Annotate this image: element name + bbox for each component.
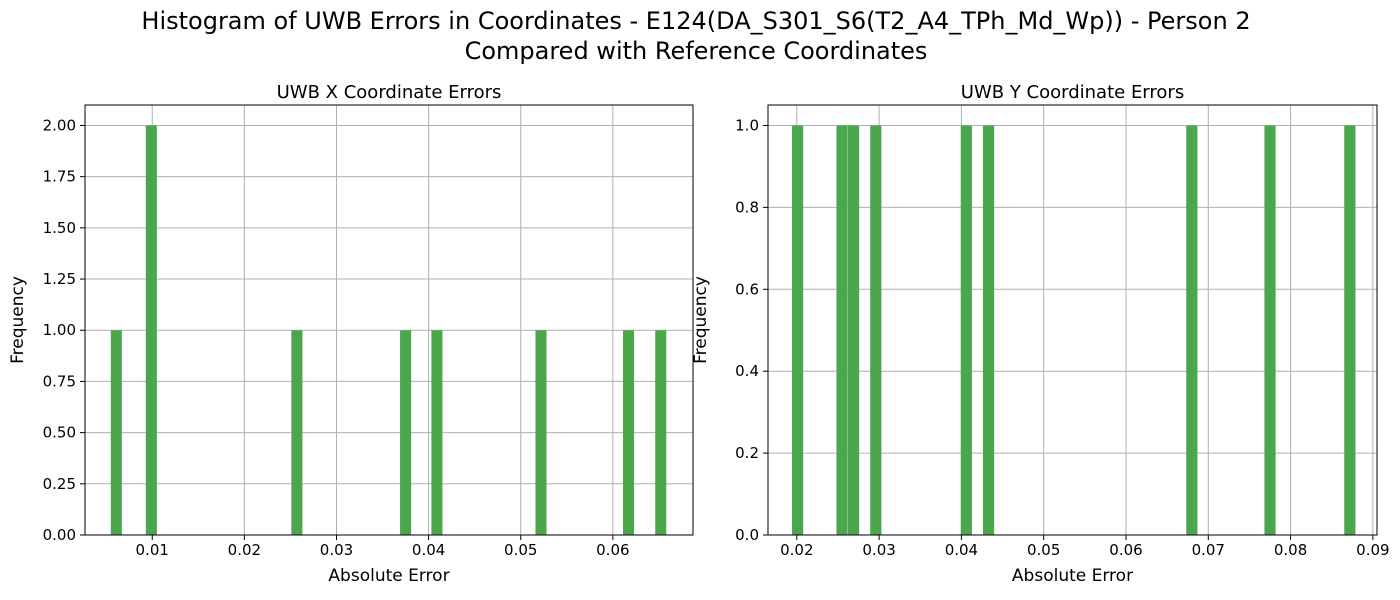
chart-panel-2: 0.02 0.03 0.04 0.05 0.06 0.07 0.08 0.09 0.0 0.2 0.… [691,82,1390,586]
y-tick-label: 0.6 [735,280,759,298]
histogram-bar [291,330,303,535]
y-tick-label: 1.75 [43,168,76,186]
histogram-bar [110,330,122,535]
histogram-bar [1344,125,1356,535]
histogram-bar [792,125,804,535]
x-tick-label: 0.01 [136,541,169,559]
y-tick-label: 2.00 [43,116,76,134]
histogram-bar [836,125,848,535]
x-tick-label: 0.09 [1356,541,1389,559]
y-tick-label: 0.0 [735,526,759,544]
histogram-bar [982,125,995,535]
histogram-bar [535,330,547,535]
x-tick-label: 0.05 [1027,541,1060,559]
x-tick-label: 0.04 [945,541,978,559]
plot-area [85,105,693,535]
y-axis-label: Frequency [691,276,711,364]
x-tick-label: 0.02 [228,541,261,559]
histogram-bar [847,125,860,535]
x-tick-label: 0.04 [412,541,445,559]
figure-title: Histogram of UWB Errors in Coordinates -… [0,6,1392,66]
histogram-bar [1264,125,1276,535]
x-tick-label: 0.03 [862,541,895,559]
x-tick-label: 0.02 [780,541,813,559]
histogram-bar [655,330,667,535]
y-tick-label: 1.00 [43,321,76,339]
histogram-bar [870,125,882,535]
y-tick-label: 0.2 [735,444,759,462]
plot-area [768,105,1377,535]
y-tick-label: 1.0 [735,116,759,134]
x-axis-label: Absolute Error [1012,566,1133,586]
x-tick-label: 0.03 [320,541,353,559]
figure-title-line-1: Histogram of UWB Errors in Coordinates -… [141,7,1251,35]
y-tick-label: 1.50 [43,219,76,237]
y-tick-label: 0.25 [43,475,76,493]
x-axis-label: Absolute Error [328,566,449,586]
x-tick-label: 0.08 [1274,541,1307,559]
histogram-bar [960,125,972,535]
histogram-bar [431,330,443,535]
y-axis-label: Frequency [8,276,28,364]
x-tick-label: 0.06 [1109,541,1142,559]
y-tick-label: 0.50 [43,424,76,442]
y-tick-label: 1.25 [43,270,76,288]
chart-title: UWB Y Coordinate Errors [961,82,1184,103]
histogram-bar [145,125,157,535]
y-tick-label: 0.00 [43,526,76,544]
x-tick-label: 0.05 [504,541,537,559]
axes-frame [767,104,1378,536]
y-tick-label: 0.8 [735,198,759,216]
x-tick-label: 0.07 [1192,541,1225,559]
chart-title: UWB X Coordinate Errors [277,82,502,103]
histogram-bar [1186,125,1198,535]
histogram-bar [622,330,635,535]
histogram-bar [400,330,412,535]
axes-frame [84,104,694,536]
y-tick-label: 0.75 [43,372,76,390]
y-tick-label: 0.4 [735,362,759,380]
chart-panel-1: 0.01 0.02 0.03 0.04 0.05 0.06 0.00 0.25 0.50 0.75… [8,82,694,586]
x-tick-label: 0.06 [596,541,629,559]
figure-title-line-2: Compared with Reference Coordinates [464,37,928,65]
